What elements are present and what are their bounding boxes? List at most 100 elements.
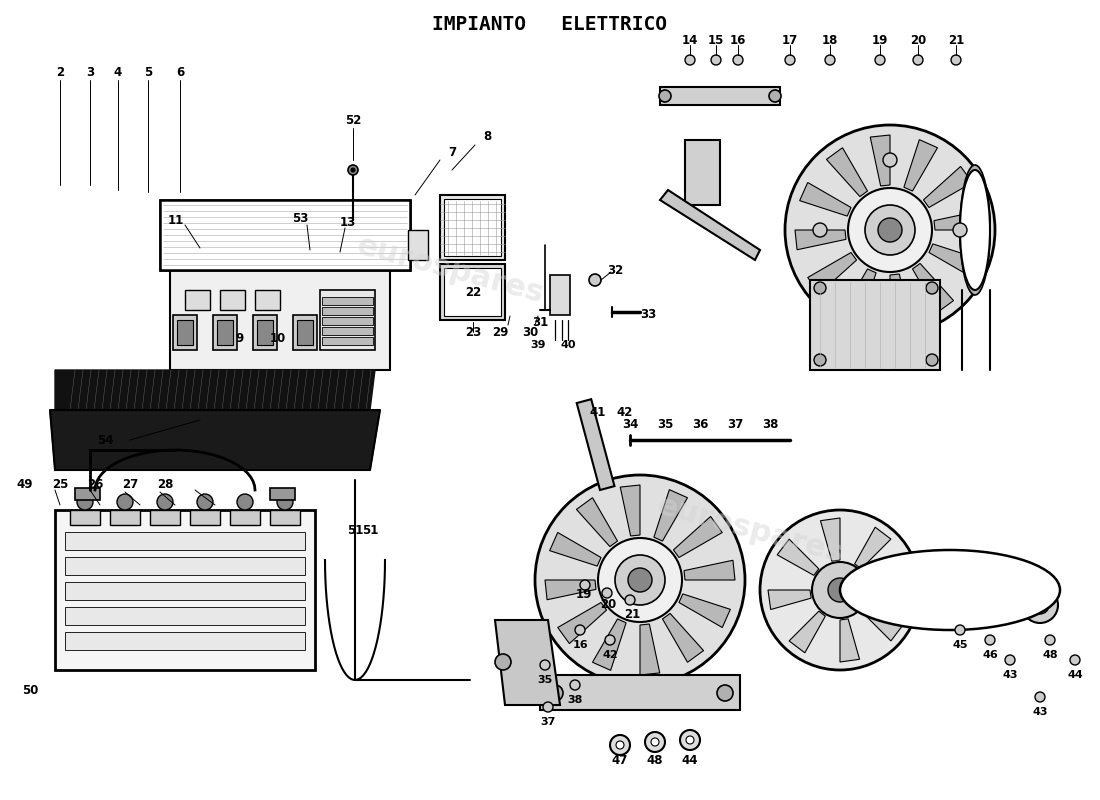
- Text: 19: 19: [575, 589, 592, 602]
- Text: 51: 51: [362, 523, 378, 537]
- Text: 35: 35: [657, 418, 673, 431]
- Polygon shape: [50, 410, 380, 470]
- Text: 48: 48: [1042, 650, 1058, 660]
- Text: 45: 45: [953, 640, 968, 650]
- Bar: [253, 315, 277, 350]
- Text: 19: 19: [872, 34, 888, 46]
- Text: 23: 23: [465, 326, 481, 338]
- Circle shape: [628, 568, 652, 592]
- Circle shape: [645, 732, 665, 752]
- Bar: [408, 230, 428, 260]
- Circle shape: [686, 736, 694, 744]
- Text: 4: 4: [114, 66, 122, 79]
- Bar: [110, 510, 140, 525]
- Bar: [65, 532, 305, 550]
- Circle shape: [197, 494, 213, 510]
- Polygon shape: [855, 527, 891, 569]
- Circle shape: [814, 282, 826, 294]
- Text: 37: 37: [727, 418, 744, 431]
- Text: 29: 29: [492, 326, 508, 338]
- Text: 10: 10: [270, 331, 286, 345]
- Circle shape: [769, 90, 781, 102]
- Polygon shape: [55, 370, 375, 410]
- Bar: [293, 315, 317, 350]
- Bar: [685, 140, 720, 205]
- Circle shape: [1022, 587, 1058, 623]
- Circle shape: [651, 738, 659, 746]
- Text: eurospares: eurospares: [353, 231, 547, 309]
- Bar: [270, 510, 300, 525]
- Bar: [660, 87, 780, 105]
- Polygon shape: [843, 269, 876, 320]
- Circle shape: [785, 125, 996, 335]
- Circle shape: [828, 578, 852, 602]
- Circle shape: [813, 223, 827, 237]
- Ellipse shape: [960, 165, 990, 295]
- Circle shape: [814, 354, 826, 366]
- Text: 52: 52: [344, 114, 361, 126]
- Circle shape: [535, 475, 745, 685]
- Text: 5: 5: [144, 66, 152, 79]
- Circle shape: [77, 494, 94, 510]
- Circle shape: [717, 685, 733, 701]
- Ellipse shape: [840, 550, 1060, 630]
- Polygon shape: [821, 518, 840, 561]
- Circle shape: [878, 218, 902, 242]
- Text: 28: 28: [157, 478, 173, 491]
- Polygon shape: [789, 611, 825, 653]
- Bar: [75, 488, 100, 500]
- Bar: [322, 307, 373, 315]
- Ellipse shape: [960, 172, 990, 288]
- Polygon shape: [673, 517, 723, 558]
- Text: 3: 3: [86, 66, 95, 79]
- Circle shape: [1005, 655, 1015, 665]
- Text: 38: 38: [568, 695, 583, 705]
- Polygon shape: [544, 580, 596, 600]
- Circle shape: [848, 188, 932, 272]
- Text: 15: 15: [707, 34, 724, 46]
- Circle shape: [865, 205, 915, 255]
- Text: 49: 49: [16, 478, 33, 491]
- Text: 21: 21: [948, 34, 964, 46]
- Text: 38: 38: [762, 418, 778, 431]
- Text: 31: 31: [532, 315, 548, 329]
- Text: 26: 26: [87, 478, 103, 491]
- Circle shape: [930, 575, 960, 605]
- Bar: [322, 297, 373, 305]
- Circle shape: [711, 55, 720, 65]
- Circle shape: [984, 585, 996, 595]
- Text: 13: 13: [340, 215, 356, 229]
- Polygon shape: [495, 620, 560, 705]
- Circle shape: [616, 741, 624, 749]
- Text: 44: 44: [682, 754, 698, 766]
- Circle shape: [926, 354, 938, 366]
- Bar: [440, 195, 505, 260]
- Bar: [190, 510, 220, 525]
- Text: 18: 18: [822, 34, 838, 46]
- Polygon shape: [679, 594, 730, 627]
- Text: 11: 11: [168, 214, 184, 226]
- Circle shape: [926, 282, 938, 294]
- Circle shape: [351, 168, 355, 172]
- Circle shape: [277, 494, 293, 510]
- Polygon shape: [800, 182, 851, 216]
- Bar: [444, 268, 500, 316]
- Polygon shape: [840, 619, 859, 662]
- Circle shape: [760, 510, 920, 670]
- Text: 54: 54: [97, 434, 113, 446]
- Circle shape: [685, 55, 695, 65]
- Circle shape: [913, 55, 923, 65]
- Bar: [70, 510, 100, 525]
- Circle shape: [117, 494, 133, 510]
- Polygon shape: [869, 570, 912, 590]
- Text: 34: 34: [621, 418, 638, 431]
- Bar: [213, 315, 236, 350]
- Bar: [220, 290, 245, 310]
- Bar: [150, 510, 180, 525]
- Text: 37: 37: [540, 717, 556, 727]
- Text: 9: 9: [235, 331, 244, 345]
- Text: 35: 35: [538, 675, 552, 685]
- Circle shape: [968, 568, 1012, 612]
- Polygon shape: [768, 590, 811, 610]
- Bar: [322, 327, 373, 335]
